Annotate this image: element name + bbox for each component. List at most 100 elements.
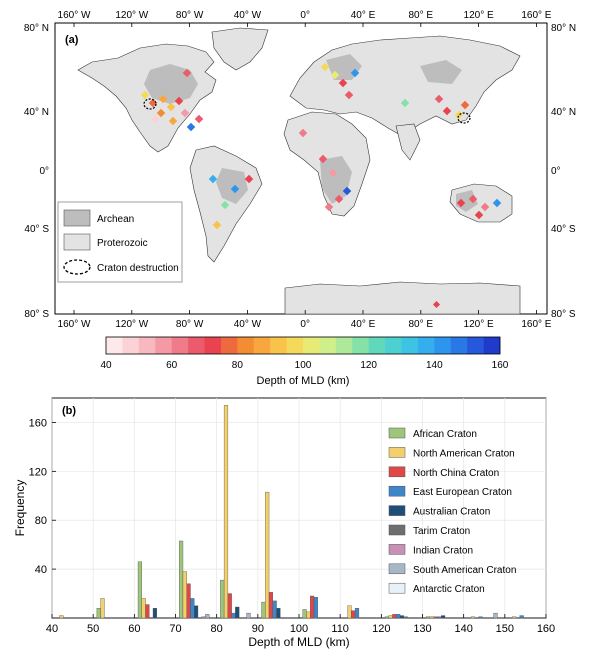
bar bbox=[478, 616, 483, 619]
south-america-archean bbox=[216, 168, 248, 204]
colorbar-cell bbox=[335, 337, 353, 354]
lon-tick-label-top: 160° W bbox=[58, 10, 91, 21]
colorbar-cell bbox=[286, 337, 304, 354]
histogram-bars bbox=[59, 405, 524, 619]
lon-tick-label-top: 40° E bbox=[351, 10, 376, 21]
antarctica-point bbox=[432, 300, 441, 309]
x-tick-label: 50 bbox=[87, 623, 99, 635]
bar bbox=[231, 612, 236, 619]
bar bbox=[426, 616, 431, 619]
colorbar-tick-label: 40 bbox=[100, 360, 112, 371]
bar bbox=[205, 614, 210, 619]
bar bbox=[396, 614, 401, 619]
x-tick-label: 70 bbox=[169, 623, 181, 635]
colorbar-cell bbox=[204, 337, 222, 354]
x-tick-label: 80 bbox=[211, 623, 223, 635]
bar bbox=[137, 561, 142, 619]
bar bbox=[201, 616, 206, 619]
lon-tick-label-top: 80° E bbox=[409, 10, 434, 21]
lat-tick-label-left: 80° S bbox=[24, 309, 49, 320]
x-tick-label: 120 bbox=[372, 623, 390, 635]
colorbar-tick-label: 140 bbox=[426, 360, 443, 371]
x-tick-label: 150 bbox=[496, 623, 514, 635]
latitude-ticks-right: 80° N 40° N 0° 40° S 80° S bbox=[551, 23, 576, 320]
lon-tick-label-bottom: 120° W bbox=[115, 319, 148, 330]
bar bbox=[246, 612, 251, 619]
lat-tick-label-right: 80° S bbox=[551, 309, 576, 320]
lon-tick-label-bottom: 80° E bbox=[409, 319, 434, 330]
histogram-grid bbox=[51, 398, 547, 618]
antarctica-land bbox=[284, 281, 521, 315]
bar bbox=[354, 608, 360, 619]
colorbar-cell bbox=[352, 337, 369, 354]
map-panel: (a) 160° W 120° W 80° W 40° W 0° 40° E 80° E 12… bbox=[24, 10, 576, 330]
x-tick-label: 90 bbox=[252, 623, 264, 635]
bar bbox=[310, 595, 315, 619]
bar bbox=[306, 611, 311, 619]
bar bbox=[152, 608, 157, 619]
lat-tick-label-left: 40° N bbox=[24, 107, 49, 118]
legend-label: North China Craton bbox=[413, 468, 499, 479]
colorbar-label: Depth of MLD (km) bbox=[257, 375, 350, 387]
legend-swatch bbox=[388, 485, 406, 497]
x-tick-label: 110 bbox=[331, 623, 349, 635]
colorbar-cell bbox=[220, 337, 238, 354]
bar bbox=[268, 592, 273, 619]
bar bbox=[235, 606, 240, 619]
colorbar-cell bbox=[450, 337, 468, 354]
asia-points bbox=[400, 94, 470, 120]
legend-label: East European Craton bbox=[413, 487, 512, 498]
x-tick-label: 130 bbox=[413, 623, 431, 635]
histogram-x-label: Depth of MLD (km) bbox=[248, 635, 349, 649]
colorbar: 40 60 80 100 120 140 160 Depth of MLD (km) bbox=[100, 336, 509, 387]
colorbar-cell bbox=[417, 337, 435, 354]
bar bbox=[403, 616, 408, 619]
colorbar-cells bbox=[106, 337, 501, 354]
bar bbox=[384, 616, 389, 619]
north-america-points bbox=[140, 68, 204, 132]
colorbar-cell bbox=[155, 337, 172, 354]
colorbar-cell bbox=[467, 337, 484, 354]
histogram-x-ticks: 40 50 60 70 80 90 100 110 120 130 140 150 160 bbox=[46, 614, 555, 635]
bar bbox=[194, 605, 199, 619]
lat-tick-label-right: 80° N bbox=[551, 23, 576, 34]
legend-swatch bbox=[388, 582, 406, 594]
legend-craton-destruction-label: Craton destruction bbox=[97, 263, 179, 274]
panel-label-b: (b) bbox=[62, 405, 76, 417]
lon-tick-label-bottom: 40° E bbox=[351, 319, 376, 330]
proterozoic-swatch bbox=[63, 233, 91, 251]
longitude-ticks-bottom: 160° W 120° W 80° W 40° W 0° 40° E 80° E 120° E… bbox=[58, 310, 552, 330]
bar bbox=[512, 616, 517, 619]
legend-swatch bbox=[388, 505, 406, 516]
bar bbox=[351, 610, 356, 619]
bar bbox=[220, 579, 225, 619]
histogram-y-ticks: 40 80 120 160 bbox=[29, 417, 56, 576]
lon-tick-label-bottom: 40° W bbox=[234, 319, 262, 330]
legend-archean-label: Archean bbox=[97, 214, 134, 225]
legend-proterozoic-label: Proterozoic bbox=[97, 238, 148, 249]
legend-label: African Craton bbox=[413, 429, 477, 440]
south-america-points bbox=[208, 174, 254, 230]
x-tick-label: 60 bbox=[128, 623, 140, 635]
bar bbox=[227, 593, 232, 619]
lat-tick-label-left: 80° N bbox=[24, 23, 49, 34]
lon-tick-label-bottom: 160° E bbox=[521, 319, 551, 330]
bar bbox=[96, 608, 101, 619]
greenland-land bbox=[211, 27, 269, 71]
colorbar-cell bbox=[270, 337, 287, 354]
legend-swatch bbox=[388, 524, 406, 536]
bar bbox=[302, 609, 307, 619]
colorbar-cell bbox=[401, 337, 419, 354]
legend-label: Australian Craton bbox=[413, 507, 490, 518]
colorbar-cell bbox=[188, 337, 205, 354]
bar bbox=[223, 405, 229, 619]
lon-tick-label-top: 80° W bbox=[176, 10, 204, 21]
bar bbox=[399, 615, 404, 619]
craton-destruction-marker bbox=[143, 98, 157, 110]
bar bbox=[437, 616, 442, 619]
africa-points bbox=[298, 128, 352, 212]
bar bbox=[441, 615, 446, 619]
bar bbox=[190, 598, 195, 619]
north-america-archean bbox=[144, 64, 198, 104]
